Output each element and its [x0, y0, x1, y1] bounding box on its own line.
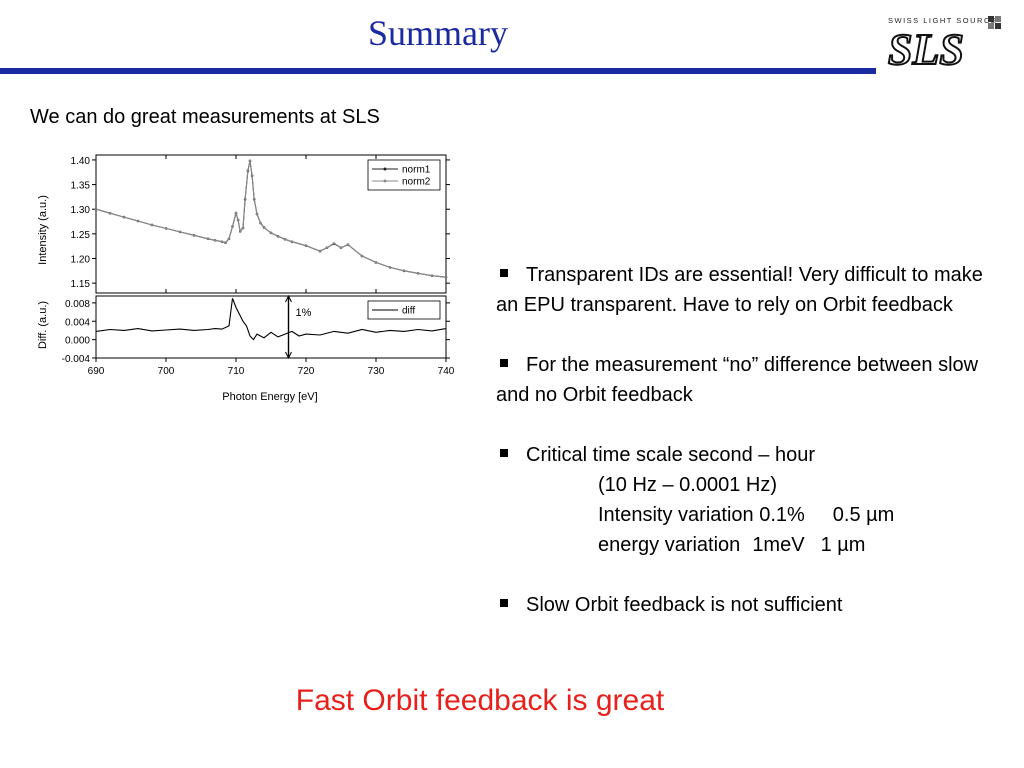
upper-point-norm2: [234, 211, 238, 214]
upper-point-norm2: [150, 223, 154, 227]
square-bullet-icon: [500, 358, 508, 367]
x-tick-label: 700: [158, 366, 175, 377]
upper-point-norm2: [325, 246, 329, 249]
lower-series-line-diff: [95, 298, 447, 341]
upper-point-norm2: [346, 243, 350, 246]
upper-y-tick-label: 1.15: [71, 279, 91, 290]
lower-legend-label: diff: [402, 306, 415, 317]
upper-y-tick-label: 1.25: [71, 230, 91, 241]
bullet-list: Transparent IDs are essential! Very diff…: [496, 260, 996, 620]
upper-legend-marker: [383, 179, 387, 183]
x-axis: 690 700 710 720 730 740: [88, 155, 455, 377]
upper-point-norm2: [304, 244, 308, 247]
lower-y-tick-label: 0.008: [65, 299, 90, 310]
upper-frame: [95, 154, 447, 294]
upper-point-norm2: [241, 226, 245, 230]
upper-point-norm2: [251, 174, 254, 177]
upper-point-norm2: [339, 246, 343, 249]
arrow-up-icon: [285, 294, 292, 303]
logo-letters: SLS: [888, 25, 964, 70]
upper-point-norm2: [259, 221, 262, 225]
upper-y-tick-label: 1.20: [71, 255, 91, 266]
conclusion-text: Fast Orbit feedback is great: [295, 684, 665, 717]
lower-y-tick-label: -0.004: [62, 354, 91, 365]
upper-point-norm2: [136, 219, 140, 223]
upper-point-norm2: [94, 208, 98, 211]
upper-point-norm2: [237, 218, 240, 222]
x-tick-label: 710: [228, 366, 245, 377]
upper-point-norm2: [206, 237, 210, 240]
upper-point-norm2: [239, 230, 242, 233]
bullet-item: Critical time scale second – hour: [496, 440, 996, 470]
upper-point-norm2: [253, 198, 256, 201]
x-tick-label: 690: [88, 366, 105, 377]
x-tick-label: 740: [438, 366, 455, 377]
annotation-label: 1%: [296, 307, 312, 319]
sls-logo: SWISS LIGHT SOURCE SLS: [887, 16, 1001, 70]
upper-y-tick-label: 1.35: [71, 181, 91, 192]
lower-plot: 0.008 0.004 0.000 -0.004 diff 1%: [62, 294, 450, 365]
square-bullet-icon: [500, 268, 508, 277]
upper-legend-label: norm1: [402, 165, 431, 176]
bullet-item: Transparent IDs are essential! Very diff…: [496, 264, 983, 316]
upper-point-norm2: [402, 269, 406, 272]
upper-point-norm2: [231, 225, 234, 228]
upper-point-norm2: [192, 234, 196, 237]
upper-point-norm2: [430, 274, 434, 277]
bullet-item: Slow Orbit feedback is not sufficient: [496, 590, 996, 620]
x-axis-label: Photon Energy [eV]: [222, 391, 317, 403]
lower-legend: [367, 300, 441, 320]
lower-y-axis-label: Diff. (a.u.): [37, 301, 49, 349]
upper-point-norm2: [360, 254, 364, 258]
bullet-item: For the measurement “no” difference betw…: [496, 354, 979, 406]
upper-point-norm2: [178, 230, 182, 233]
upper-point-norm2: [283, 238, 287, 241]
intro-text: We can do great measurements at SLS: [30, 106, 380, 128]
lower-frame: [95, 295, 447, 359]
upper-point-norm2: [227, 237, 231, 240]
upper-point-norm2: [388, 266, 392, 269]
lower-y-tick-label: 0.004: [65, 317, 90, 328]
upper-legend-marker: [383, 167, 387, 171]
upper-point-norm2: [255, 213, 259, 216]
upper-point-norm2: [318, 250, 322, 253]
x-tick-label: 720: [298, 366, 315, 377]
upper-point-norm2: [262, 226, 266, 229]
upper-legend-label: norm2: [402, 177, 431, 188]
upper-point-norm2: [248, 159, 252, 162]
upper-point-norm2: [332, 242, 336, 245]
upper-point-norm2: [269, 231, 273, 234]
upper-point-norm2: [246, 169, 249, 172]
upper-point-norm2: [444, 276, 448, 279]
upper-point-norm2: [224, 241, 227, 244]
upper-point-norm2: [416, 272, 420, 275]
square-bullet-icon: [500, 448, 508, 457]
upper-y-axis-label: Intensity (a.u.): [37, 195, 49, 265]
upper-point-norm2: [290, 240, 294, 243]
logo-caption: SWISS LIGHT SOURCE: [888, 16, 997, 25]
sub-line: energy variation 1meV 1 µm: [598, 534, 866, 556]
upper-point-norm2: [244, 197, 247, 200]
upper-y-tick-label: 1.40: [71, 156, 91, 167]
upper-point-norm2: [122, 216, 126, 219]
upper-point-norm2: [276, 235, 280, 238]
title-underline: [0, 68, 876, 74]
upper-point-norm2: [220, 240, 224, 243]
upper-point-norm2: [213, 239, 217, 242]
lower-y-tick-label: 0.000: [65, 336, 90, 347]
upper-point-norm2: [108, 212, 112, 215]
square-bullet-icon: [500, 598, 508, 607]
x-tick-label: 730: [368, 366, 385, 377]
arrow-down-icon: [285, 351, 292, 360]
upper-legend: [367, 159, 441, 191]
upper-point-norm2: [374, 261, 378, 264]
upper-y-tick-label: 1.30: [71, 205, 91, 216]
sub-line: (10 Hz – 0.0001 Hz): [598, 474, 777, 496]
sub-line: Intensity variation 0.1% 0.5 µm: [598, 504, 895, 526]
upper-point-norm2: [164, 227, 168, 230]
slide-title: Summary: [368, 13, 508, 53]
